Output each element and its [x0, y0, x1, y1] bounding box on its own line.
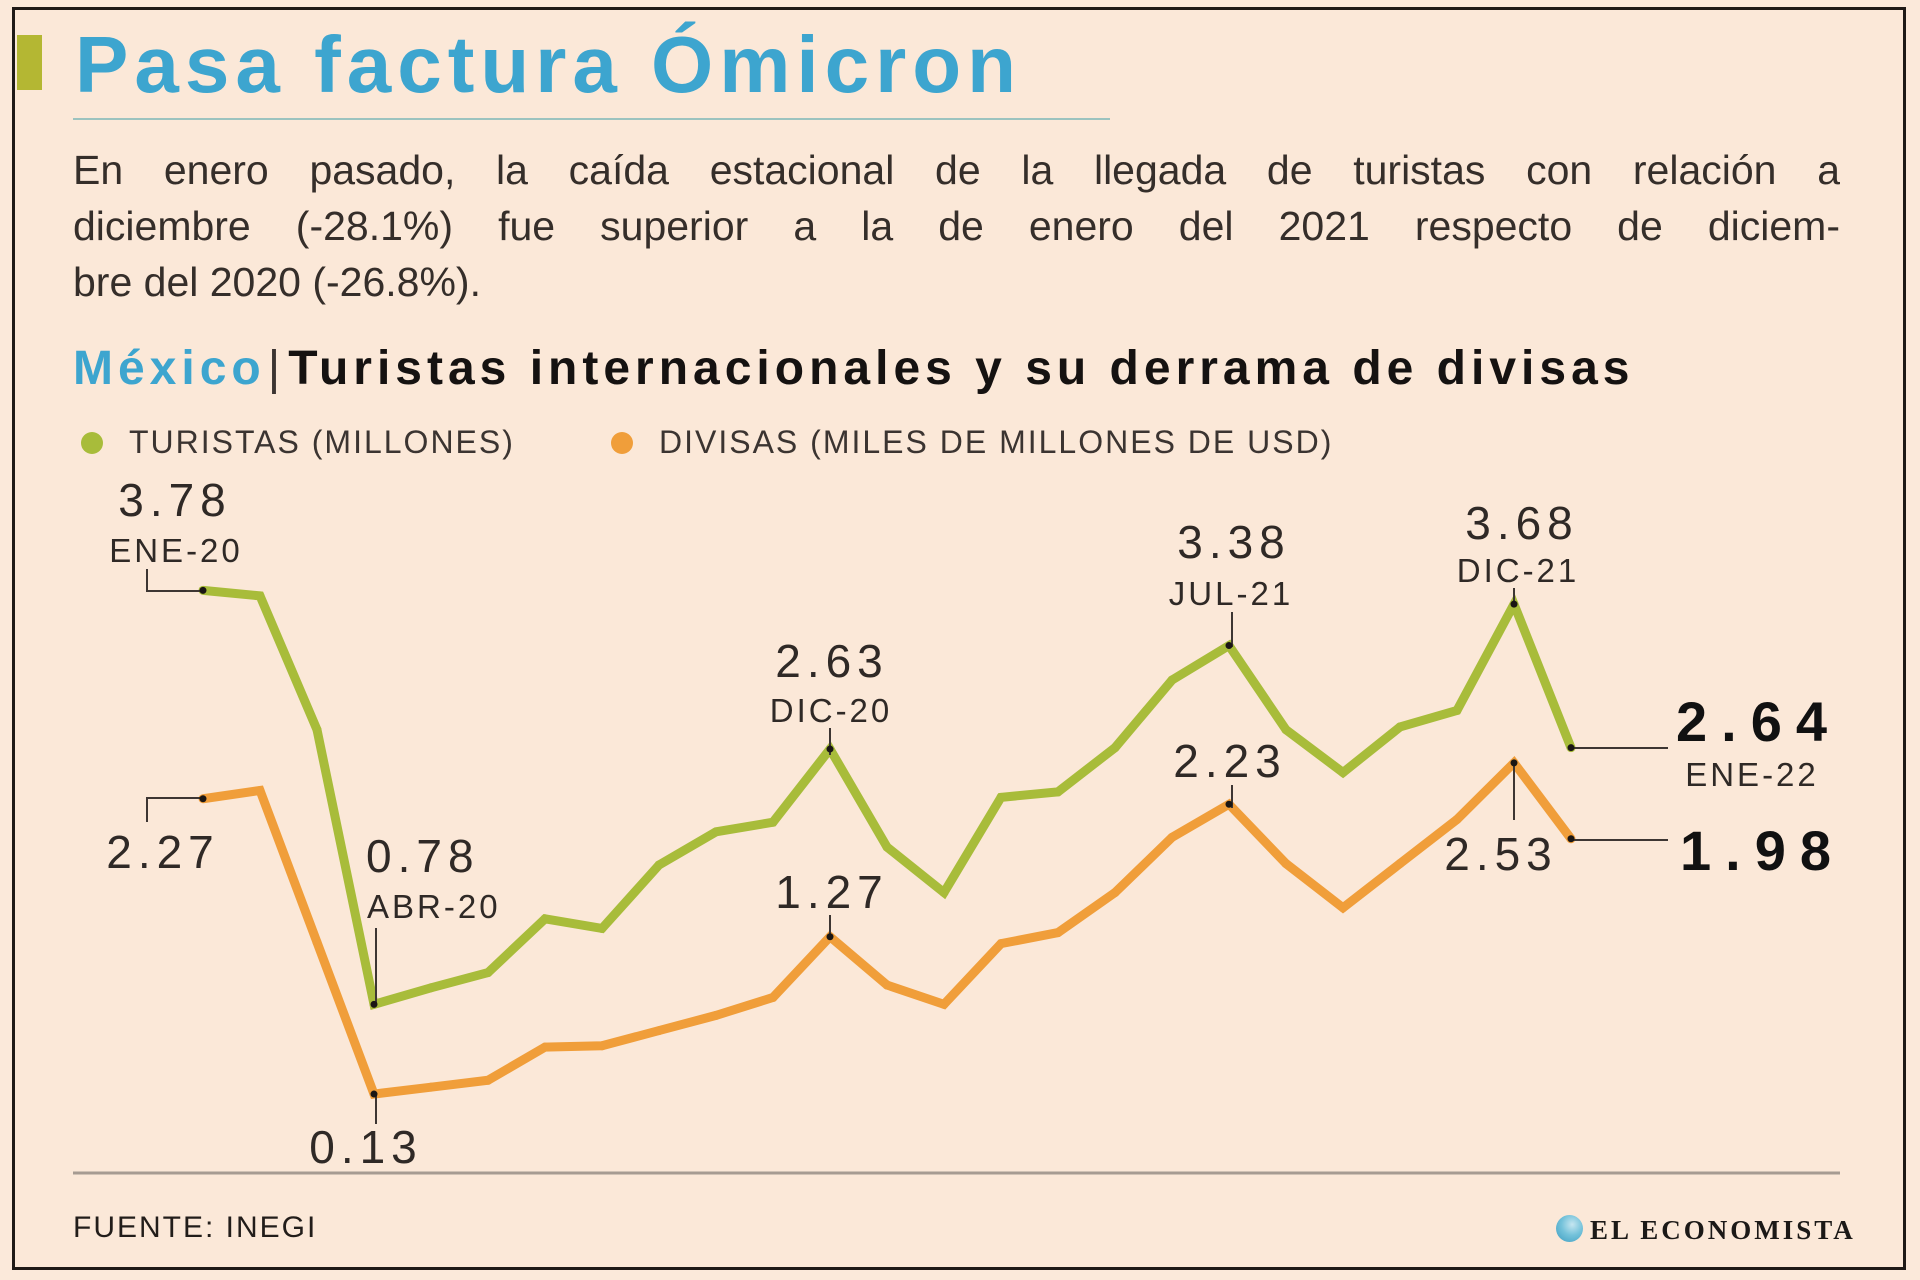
data-point-divisas — [1338, 903, 1348, 913]
data-point-turistas — [483, 968, 493, 978]
series-line-divisas — [202, 756, 1575, 1099]
annotation-value: 0.13 — [309, 1121, 423, 1173]
marker-layer — [199, 586, 1575, 1098]
annotation-marker — [1225, 642, 1233, 650]
annotation-marker — [199, 586, 207, 594]
data-point-turistas — [1452, 705, 1462, 715]
data-point-divisas — [1110, 888, 1120, 898]
data-point-turistas — [654, 860, 664, 870]
annotation-value: 2.23 — [1173, 735, 1287, 787]
annotation-date: ABR-20 — [367, 888, 501, 925]
intro-line-3: bre del 2020 (-26.8%). — [73, 259, 481, 305]
el-economista-logo-icon — [1556, 1215, 1583, 1242]
intro-line-1: En enero pasado, la caída estacional de … — [73, 147, 1840, 193]
data-point-divisas — [1281, 859, 1291, 869]
data-point-turistas — [996, 792, 1006, 802]
annotation-marker — [826, 745, 834, 753]
data-point-divisas — [996, 939, 1006, 949]
annotation-date: DIC-21 — [1457, 552, 1580, 589]
data-point-divisas — [1395, 859, 1405, 869]
annotation-date: JUL-21 — [1169, 575, 1293, 612]
leader-ene-20-turistas — [146, 569, 203, 592]
page-title: Pasa factura Ómicron — [75, 20, 1022, 109]
brand-logo-text: EL ECONOMISTA — [1590, 1215, 1856, 1245]
data-point-turistas — [711, 827, 721, 837]
annotation-value: 3.78 — [118, 474, 232, 526]
data-point-divisas — [1053, 928, 1063, 938]
title-accent-bar — [17, 35, 42, 90]
data-point-turistas — [426, 983, 436, 993]
data-point-turistas — [597, 923, 607, 933]
annotation-value: 0.78 — [366, 830, 480, 882]
source-note: FUENTE: INEGI — [73, 1211, 318, 1244]
leader-ene-20-divisas — [146, 797, 203, 822]
annotation-marker — [1510, 600, 1518, 608]
data-point-turistas — [768, 817, 778, 827]
annotation-marker — [1567, 744, 1575, 752]
data-point-divisas — [540, 1042, 550, 1052]
data-point-turistas — [312, 725, 322, 735]
data-point-divisas — [768, 992, 778, 1002]
legend-label-turistas: TURISTAS (MILLONES) — [129, 424, 515, 460]
annotation-marker — [1510, 759, 1518, 767]
annotation-marker — [826, 933, 834, 941]
chart-title: Turistas internacionales y su derrama de… — [288, 342, 1635, 395]
data-point-turistas — [1395, 722, 1405, 732]
data-point-divisas — [312, 937, 322, 947]
data-point-divisas — [1452, 814, 1462, 824]
data-point-divisas — [654, 1026, 664, 1036]
title-divider — [73, 118, 1110, 120]
data-point-turistas — [255, 591, 265, 601]
data-point-turistas — [1110, 743, 1120, 753]
series-layer — [198, 585, 1576, 1099]
data-point-divisas — [882, 980, 892, 990]
annotation-value: 2.27 — [106, 826, 220, 878]
annotation-date: ENE-22 — [1685, 756, 1819, 793]
data-point-turistas — [1338, 768, 1348, 778]
annotation-value-highlight: 2.64 — [1676, 690, 1841, 753]
legend-dot-divisas-icon — [611, 432, 633, 454]
data-point-divisas — [597, 1041, 607, 1051]
legend-dot-turistas-icon — [81, 432, 103, 454]
data-point-divisas — [255, 785, 265, 795]
annotation-value: 1.27 — [775, 866, 889, 918]
data-point-turistas — [1281, 725, 1291, 735]
data-point-turistas — [540, 914, 550, 924]
data-point-divisas — [939, 999, 949, 1009]
data-point-turistas — [1053, 787, 1063, 797]
data-point-turistas — [882, 842, 892, 852]
annotation-marker — [1567, 835, 1575, 843]
data-point-divisas — [711, 1010, 721, 1020]
infographic-frame — [12, 7, 1906, 1270]
annotation-value-highlight: 1.98 — [1680, 819, 1845, 882]
data-point-turistas — [939, 888, 949, 898]
data-point-divisas — [426, 1082, 436, 1092]
annotation-date: ENE-20 — [109, 532, 243, 569]
annotation-marker — [199, 795, 207, 803]
annotation-value: 2.63 — [775, 635, 889, 687]
annotation-date: DIC-20 — [770, 692, 893, 729]
subtitle-country: México — [73, 342, 266, 395]
annotation-value: 3.68 — [1465, 497, 1579, 549]
intro-line-2: diciembre (-28.1%) fue superior a la de … — [73, 203, 1840, 249]
data-point-turistas — [1167, 675, 1177, 685]
annotation-marker — [370, 1090, 378, 1098]
annotation-value: 3.38 — [1177, 516, 1291, 568]
data-point-divisas — [483, 1075, 493, 1085]
chart-subtitle: México| Turistas internacionales y su der… — [73, 341, 1634, 397]
legend-label-divisas: DIVISAS (MILES DE MILLONES DE USD) — [659, 424, 1334, 460]
annotation-value: 2.53 — [1444, 828, 1558, 880]
annotation-marker — [370, 1000, 378, 1008]
subtitle-separator: | — [267, 342, 281, 395]
data-point-divisas — [1167, 832, 1177, 842]
annotation-marker — [1225, 800, 1233, 808]
